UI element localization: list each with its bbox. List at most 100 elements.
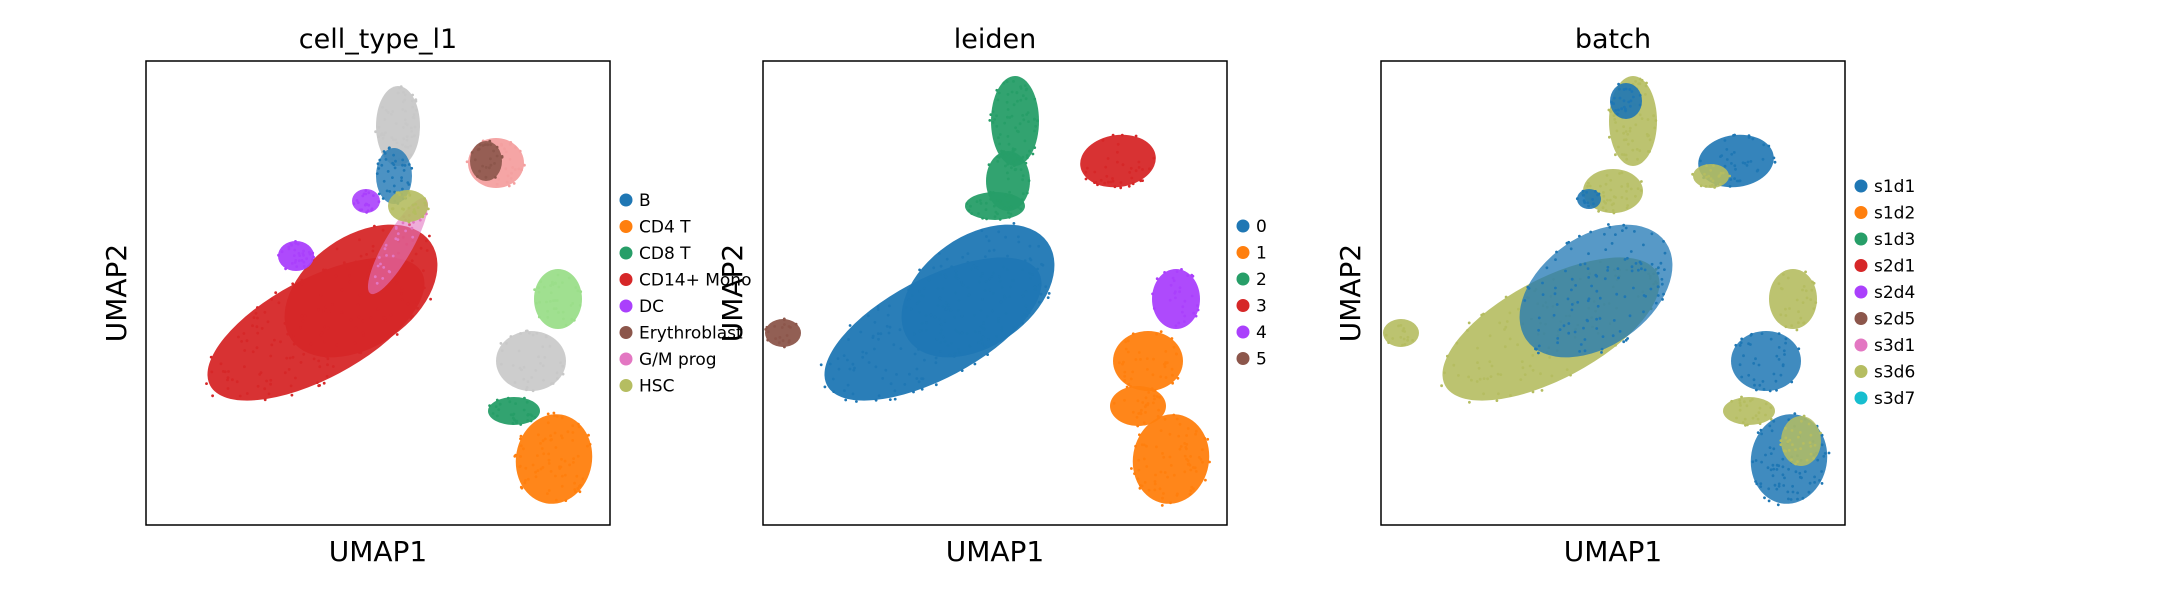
cell-point (1192, 311, 1195, 315)
legend-marker (1854, 232, 1868, 246)
legend-item: s1d3 (1854, 230, 1915, 250)
cell-point (1523, 373, 1527, 376)
cell-point (996, 212, 999, 216)
cell-point (1147, 391, 1151, 394)
cell-point (1620, 196, 1624, 199)
cell-point (1126, 339, 1130, 343)
cell-point (1741, 161, 1745, 165)
cell-point (391, 161, 394, 165)
cell-point (1550, 374, 1554, 378)
cell-point (401, 108, 405, 111)
cell-point (1723, 139, 1727, 142)
cell-point (403, 93, 407, 97)
legend-label: s1d1 (1874, 177, 1915, 197)
cell-point (1738, 398, 1742, 402)
cell-point (1738, 179, 1742, 183)
cell-point (1541, 293, 1545, 296)
cell-point (300, 314, 304, 318)
cell-point (1141, 168, 1144, 171)
cell-point (256, 384, 260, 388)
cell-point (256, 316, 259, 320)
cell-point (1006, 108, 1010, 111)
cell-point (1457, 374, 1460, 377)
cell-point (418, 218, 422, 222)
cell-point (1191, 466, 1195, 469)
cell-point (478, 143, 482, 147)
cell-point (1607, 223, 1610, 226)
cell-point (551, 280, 554, 284)
cell-point (406, 302, 410, 306)
cell-point (1810, 288, 1814, 292)
cell-point (1567, 331, 1571, 335)
cell-point (542, 378, 545, 382)
cell-point (1703, 172, 1706, 176)
cell-point (1756, 431, 1760, 434)
cell-point (1406, 335, 1410, 339)
cell-point (405, 138, 409, 142)
cell-point (1006, 254, 1009, 258)
cell-point (525, 388, 528, 392)
cell-point (242, 332, 246, 335)
cell-point (1638, 113, 1642, 117)
cell-point (267, 392, 271, 396)
cell-point (263, 310, 267, 314)
cell-point (519, 332, 522, 335)
cell-point (1021, 114, 1025, 117)
cell-point (1590, 284, 1593, 288)
cell-point (543, 356, 547, 359)
cell-point (987, 239, 991, 243)
cell-point (1558, 328, 1562, 331)
cell-point (552, 307, 556, 311)
cell-point (1782, 449, 1786, 453)
cell-point (1160, 504, 1164, 507)
cell-point (500, 155, 504, 159)
cell-point (568, 463, 571, 467)
cell-point (1615, 129, 1619, 133)
cell-point (340, 311, 343, 314)
cell-point (425, 249, 429, 252)
cell-point (1186, 427, 1190, 430)
cell-point (1620, 171, 1624, 175)
cell-point (1631, 139, 1634, 143)
cell-point (1644, 84, 1648, 88)
cell-point (1662, 240, 1665, 243)
cell-point (1626, 337, 1629, 340)
cell-point (389, 313, 393, 317)
cell-point (1161, 496, 1164, 500)
cell-point (519, 455, 522, 458)
cell-point (410, 129, 413, 133)
cell-point (1016, 157, 1020, 161)
cell-point (581, 477, 585, 481)
cell-point (1564, 269, 1567, 273)
cell-point (270, 297, 274, 301)
cell-point (1194, 429, 1198, 433)
cell-point (1189, 455, 1192, 458)
cell-point (555, 415, 559, 418)
cell-point (323, 340, 326, 344)
cell-point (876, 305, 880, 308)
cell-point (1162, 455, 1166, 459)
cell-point (836, 357, 840, 360)
cell-point (996, 98, 1000, 102)
legend-marker (1854, 206, 1868, 219)
cell-point (1133, 472, 1136, 475)
cell-point (319, 293, 323, 297)
cell-point (1127, 383, 1131, 386)
cell-point (1172, 279, 1176, 283)
cell-point (1587, 204, 1590, 208)
cell-point (978, 199, 982, 202)
cell-point (1130, 467, 1133, 470)
cell-point (1003, 296, 1007, 300)
cell-point (400, 179, 403, 183)
cell-point (1037, 244, 1041, 248)
cell-point (407, 206, 411, 210)
cell-point (1109, 180, 1113, 184)
legend-marker (1854, 312, 1868, 325)
cell-point (511, 416, 515, 420)
cell-point (290, 243, 294, 247)
cell-point (943, 273, 947, 276)
cell-point (1446, 354, 1449, 358)
cell-point (574, 490, 577, 494)
